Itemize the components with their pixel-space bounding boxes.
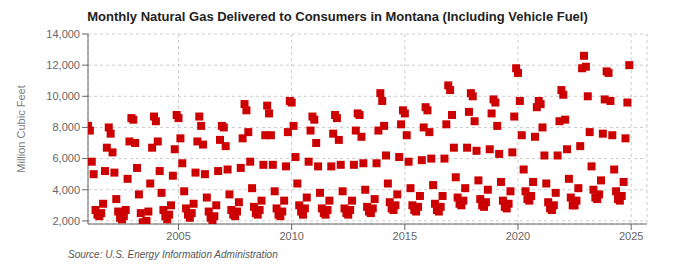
html-text:Source: U.S. Energy Informatio: Source: U.S. Energy Information Administ… [68, 249, 278, 260]
svg-text:12,000: 12,000 [46, 59, 80, 71]
svg-text:2,000: 2,000 [52, 215, 80, 227]
svg-text:2005: 2005 [166, 230, 190, 242]
svg-text:2015: 2015 [393, 230, 417, 242]
svg-text:8,000: 8,000 [52, 121, 80, 133]
svg-text:10,000: 10,000 [46, 90, 80, 102]
svg-text:2010: 2010 [279, 230, 303, 242]
svg-text:2025: 2025 [619, 230, 643, 242]
svg-text:6,000: 6,000 [52, 152, 80, 164]
svg-text:Million Cubic Feet: Million Cubic Feet [15, 85, 27, 172]
svg-text:4,000: 4,000 [52, 184, 80, 196]
svg-text:14,000: 14,000 [46, 28, 80, 40]
html-text:Monthly Natural Gas Delivered: Monthly Natural Gas Delivered to Consume… [87, 9, 588, 24]
svg-text:2020: 2020 [506, 230, 530, 242]
